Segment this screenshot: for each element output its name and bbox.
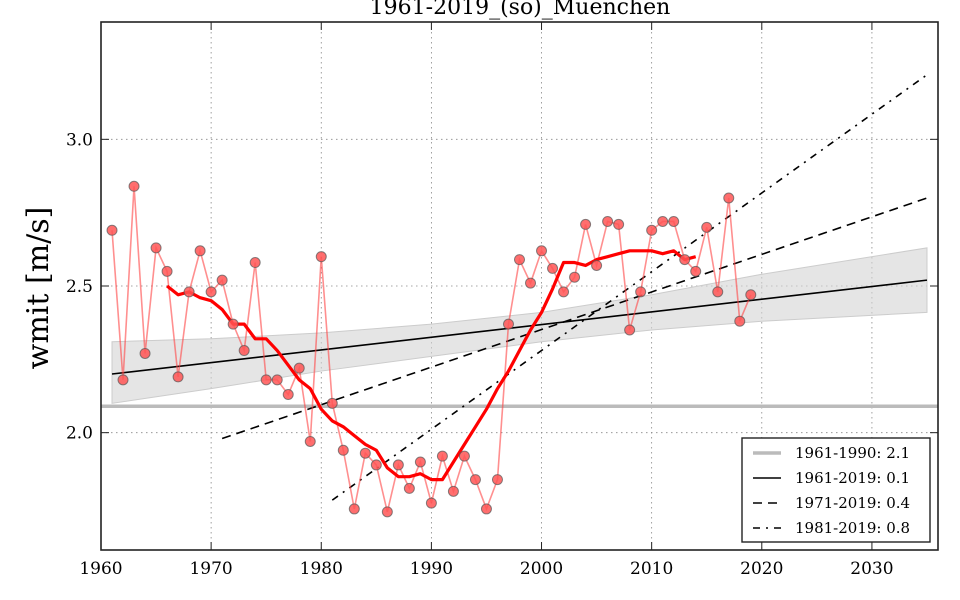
x-tick-label: 2030 — [850, 559, 893, 579]
trend-line-1961-2019-0-1 — [111, 279, 928, 375]
data-point — [591, 259, 603, 271]
legend: 1961-1990: 2.1 1961-2019: 0.1 1971-2019: 0… — [741, 437, 931, 543]
data-point — [425, 497, 437, 509]
data-point — [469, 474, 481, 486]
axis-ticks: 1960 1970 1980 1990 2000 2010 2020 2030 2.0 2.5 3.… — [66, 22, 938, 579]
data-point — [106, 224, 118, 236]
data-point — [414, 456, 426, 468]
data-point — [161, 265, 173, 277]
data-point — [315, 251, 327, 263]
x-tick-label: 2020 — [740, 559, 783, 579]
data-point — [547, 262, 559, 274]
data-point — [150, 242, 162, 254]
data-point — [646, 224, 658, 236]
moving-average-line — [166, 249, 697, 482]
data-point — [745, 289, 757, 301]
data-point — [293, 362, 305, 374]
data-point — [282, 389, 294, 401]
data-point — [381, 506, 393, 518]
data-point — [701, 221, 713, 233]
data-point — [348, 503, 360, 515]
data-point — [712, 286, 724, 298]
data-point — [260, 374, 272, 386]
confidence-band-area — [111, 247, 928, 404]
data-point — [403, 482, 415, 494]
data-point — [723, 192, 735, 204]
data-point — [392, 459, 404, 471]
chart-title: 1961-2019_(so)_Muenchen — [370, 0, 671, 20]
data-point — [326, 397, 338, 409]
data-point — [183, 286, 195, 298]
data-point — [436, 450, 448, 462]
data-point — [635, 286, 647, 298]
data-point — [458, 450, 470, 462]
data-point — [613, 218, 625, 230]
data-point — [624, 324, 636, 336]
data-point — [502, 318, 514, 330]
plot-area: 1960 1970 1980 1990 2000 2010 2020 2030 2.0 2.5 3.… — [66, 21, 939, 579]
confidence-band — [111, 247, 928, 404]
x-tick-label: 2000 — [520, 559, 563, 579]
data-point — [536, 245, 548, 257]
data-point — [480, 503, 492, 515]
data-point — [304, 435, 316, 447]
legend-label: 1971-2019: 0.4 — [795, 494, 910, 512]
x-tick-label: 1960 — [79, 559, 122, 579]
data-point — [690, 265, 702, 277]
data-point — [117, 374, 129, 386]
data-point — [337, 444, 349, 456]
y-tick-label: 2.5 — [66, 277, 93, 297]
trend-line-1971-2019-0-4 — [221, 197, 928, 440]
data-point — [491, 474, 503, 486]
data-point — [194, 245, 206, 257]
data-point — [569, 271, 581, 283]
data-point — [238, 345, 250, 357]
data-point — [249, 257, 261, 269]
y-axis-label: wmit [m/s] — [21, 207, 56, 370]
data-point — [370, 459, 382, 471]
data-point — [139, 347, 151, 359]
data-point — [514, 254, 525, 266]
x-tick-label: 2010 — [630, 559, 673, 579]
y-tick-label: 2.0 — [66, 424, 93, 444]
data-point — [558, 286, 570, 298]
data-point — [602, 215, 614, 227]
x-tick-label: 1980 — [300, 559, 343, 579]
data-point — [447, 485, 459, 497]
data-point — [205, 286, 217, 298]
trend-lines — [101, 74, 938, 501]
trend-line-1981-2019-0-8 — [331, 74, 928, 501]
y-tick-label: 3.0 — [66, 130, 93, 150]
data-point — [525, 277, 537, 289]
data-point — [216, 274, 228, 286]
data-point — [128, 180, 140, 192]
legend-box — [741, 437, 931, 543]
data-point — [271, 374, 283, 386]
legend-label: 1961-2019: 0.1 — [795, 469, 910, 487]
data-point — [227, 318, 239, 330]
data-point — [172, 371, 184, 383]
data-point — [668, 215, 680, 227]
data-series — [106, 180, 757, 518]
data-point — [657, 215, 669, 227]
data-point — [679, 254, 691, 266]
legend-label: 1981-2019: 0.8 — [795, 519, 910, 537]
x-tick-label: 1970 — [189, 559, 232, 579]
data-point — [734, 315, 746, 327]
x-tick-label: 1990 — [410, 559, 453, 579]
legend-label: 1961-1990: 2.1 — [795, 444, 910, 462]
data-point — [359, 447, 371, 459]
data-point — [580, 218, 592, 230]
